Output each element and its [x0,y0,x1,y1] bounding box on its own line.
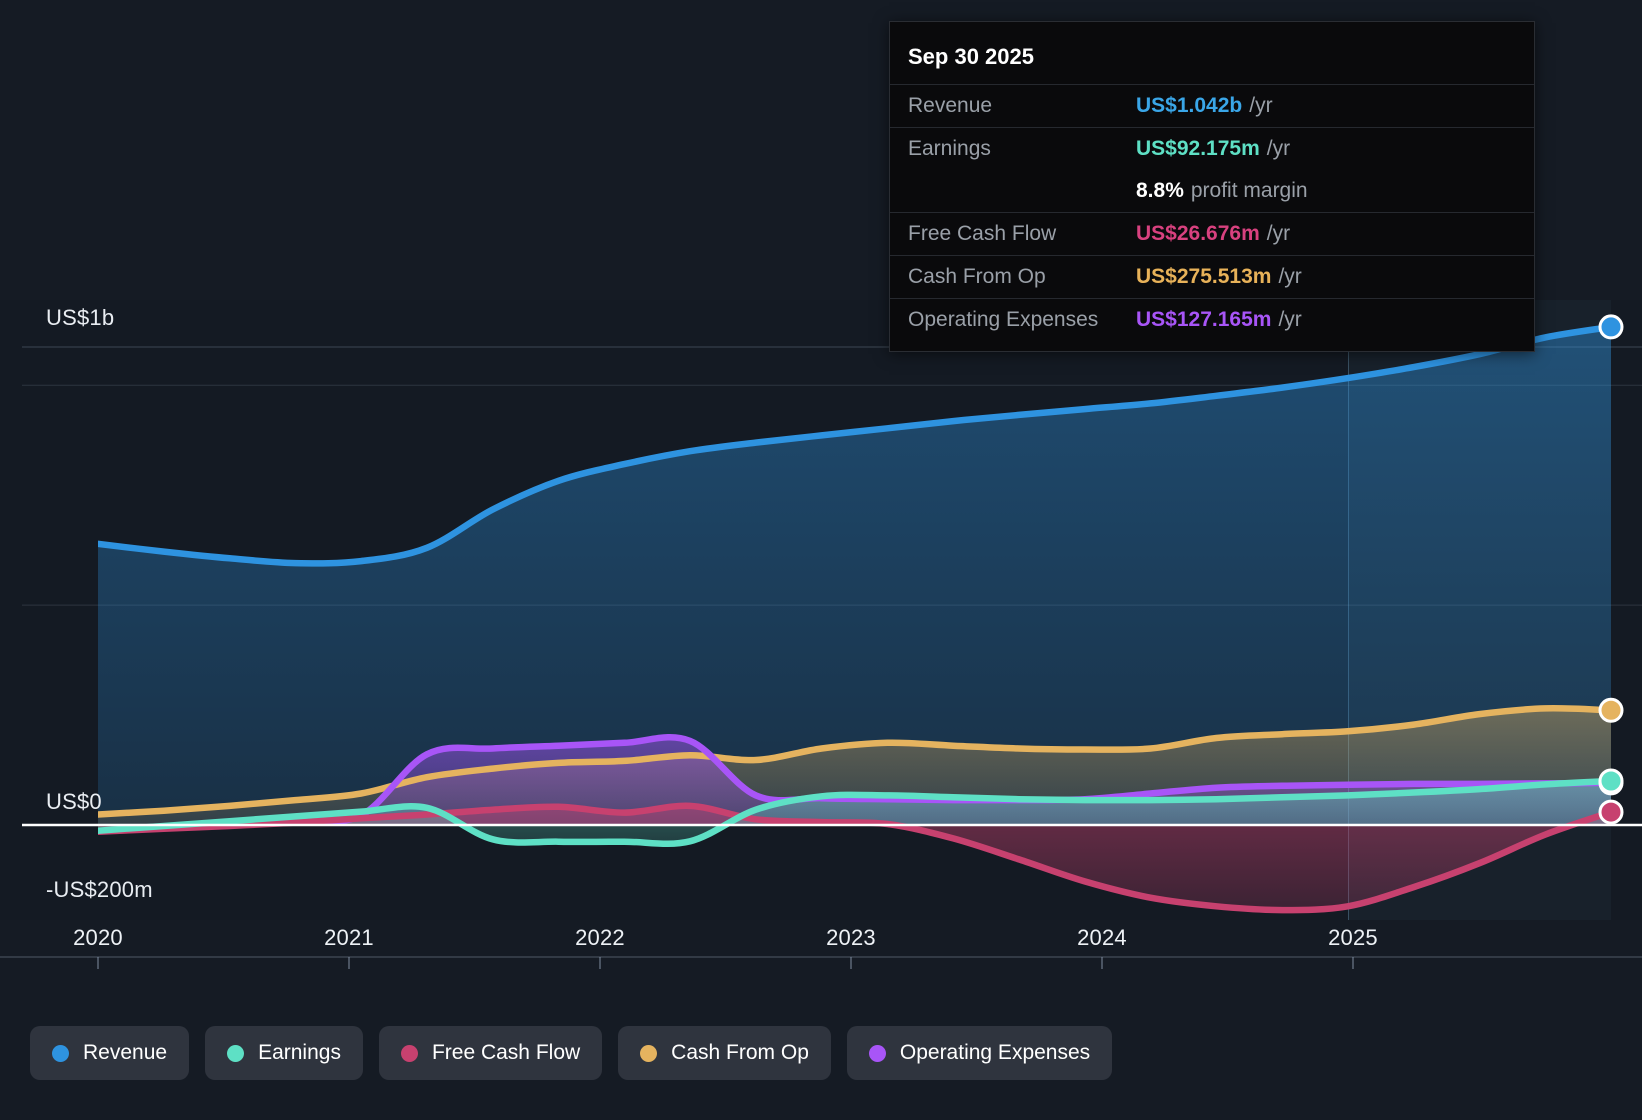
y-axis-label-0: US$0 [46,789,102,814]
legend-item-cash-from-op[interactable]: Cash From Op [618,1026,831,1080]
tooltip-row-value: 8.8% [1136,179,1184,202]
tooltip-row: Operating Expenses US$127.165m/yr [890,298,1534,341]
tooltip-value-group: 8.8% profit margin [1136,179,1308,203]
legend-item-label: Free Cash Flow [431,1041,581,1064]
tooltip-row: Cash From Op US$275.513m/yr [890,255,1534,298]
legend-item-label: Earnings [258,1041,341,1064]
tooltip-date: Sep 30 2025 [908,44,1034,69]
legend-item-earnings[interactable]: Earnings [205,1026,363,1080]
x-axis-label-2022: 2022 [575,925,625,950]
legend-item-operating-expenses[interactable]: Operating Expenses [846,1026,1113,1080]
tooltip-row-value: US$26.676m [1136,222,1260,245]
tooltip-row-value: US$92.175m [1136,137,1260,160]
x-axis-label-2023: 2023 [826,925,876,950]
legend-color-dot-icon [227,1044,245,1062]
x-axis-label-2021: 2021 [324,925,374,950]
y-axis-label-neg200m: -US$200m [46,877,153,902]
y-axis-label-1b: US$1b [46,305,115,330]
tooltip-row-label: Revenue [908,94,993,117]
tooltip-row-unit: /yr [1278,265,1302,288]
tooltip-row-label: Cash From Op [908,265,1046,288]
legend-item-revenue[interactable]: Revenue [30,1026,190,1080]
legend-color-dot-icon [400,1044,418,1062]
tooltip-row-label: Operating Expenses [908,308,1099,331]
x-axis-label-2025: 2025 [1328,925,1378,950]
tooltip-value-group: US$1.042b/yr [1136,94,1273,118]
tooltip-row-value: US$275.513m [1136,265,1272,288]
x-axis-label-2020: 2020 [73,925,123,950]
tooltip-row-value: US$1.042b [1136,94,1243,117]
tooltip-row-unit: /yr [1266,222,1291,245]
tooltip-value-group: US$127.165m/yr [1136,308,1302,332]
tooltip-row: Earnings US$92.175m/yr [890,127,1534,170]
tooltip-value-group: US$26.676m/yr [1136,222,1290,246]
tooltip-value-group: US$275.513m/yr [1136,265,1302,289]
series-endpoint-markers [1598,314,1624,825]
x-axis-ticks [0,956,1642,969]
legend-item-label: Cash From Op [671,1041,809,1064]
tooltip-row-unit: profit margin [1190,179,1308,202]
tooltip-row: Free Cash Flow US$26.676m/yr [890,212,1534,255]
legend-item-free-cash-flow[interactable]: Free Cash Flow [378,1026,603,1080]
legend-color-dot-icon [640,1044,658,1062]
x-axis-label-2024: 2024 [1077,925,1127,950]
tooltip-row-value: US$127.165m [1136,308,1272,331]
legend-item-label: Operating Expenses [899,1041,1091,1064]
tooltip-value-group: US$92.175m/yr [1136,137,1290,161]
chart-legend: Revenue Earnings Free Cash Flow Cash From O… [30,1026,1113,1080]
tooltip-rows: Revenue US$1.042b/yr Earnings US$92.175m/yr… [890,84,1534,341]
tooltip-row-label: Earnings [908,137,991,160]
legend-color-dot-icon [868,1044,886,1062]
tooltip-row-unit: /yr [1266,137,1291,160]
tooltip-row-unit: /yr [1278,308,1302,331]
tooltip-row: 8.8% profit margin [890,170,1534,212]
legend-color-dot-icon [52,1044,69,1062]
series-lines [98,323,1611,914]
data-tooltip: Sep 30 2025 Revenue US$1.042b/yr Earnings U… [889,21,1535,352]
legend-item-label: Revenue [83,1041,168,1064]
tooltip-row-label: Free Cash Flow [908,222,1057,245]
tooltip-row-unit: /yr [1249,94,1273,117]
tooltip-row: Revenue US$1.042b/yr [890,84,1534,127]
